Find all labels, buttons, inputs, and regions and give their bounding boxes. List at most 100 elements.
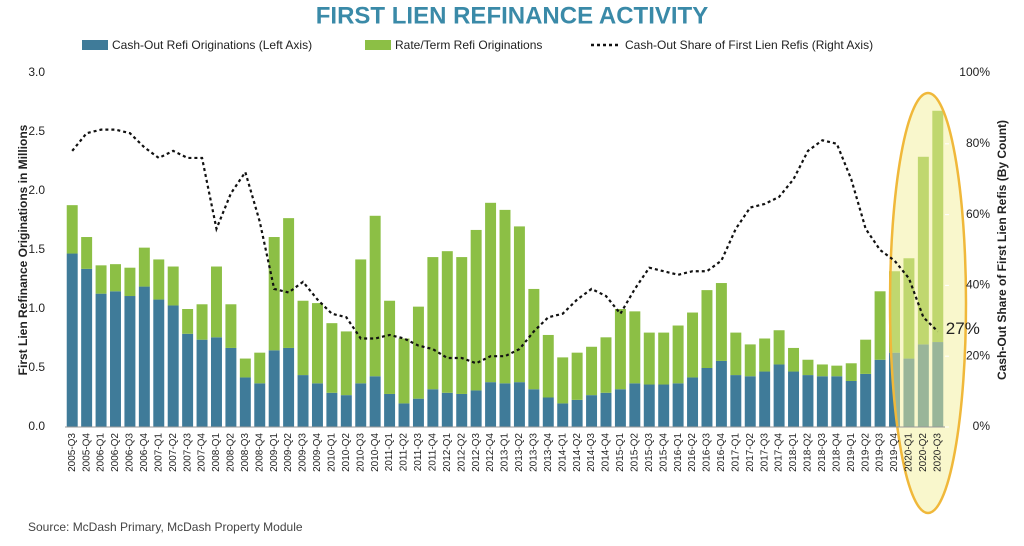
bar-segment [528,389,540,427]
bar-segment [311,303,323,384]
bar-segment [427,389,439,427]
y2-tick-label: 60% [966,207,990,221]
bar-segment [326,392,338,427]
chart-title: FIRST LIEN REFINANCE ACTIVITY [316,2,708,29]
x-tick-label: 2008-Q1 [211,433,222,472]
bar-segment [629,383,641,427]
x-tick-label: 2017-Q3 [759,433,770,472]
bar-segment [860,339,872,374]
y2-tick-label: 80% [966,136,990,150]
bar-segment [283,347,295,427]
bar-segment [629,311,641,384]
x-tick-label: 2017-Q4 [774,433,785,472]
bar-segment [412,306,424,399]
x-tick-label: 2017-Q1 [730,433,741,472]
bar-segment [557,357,569,404]
y-tick-label: 1.5 [28,242,45,256]
bar-segment [816,364,828,377]
bar-segment [586,395,598,427]
bar-segment [687,312,699,378]
x-tick-label: 2014-Q4 [601,433,612,472]
bar-segment [456,257,468,394]
bar-segment [225,347,237,427]
bar-segment [297,300,309,376]
bar-segment [254,352,266,384]
bar-segment [542,397,554,427]
legend-label: Cash-Out Share of First Lien Refis (Righ… [625,38,873,52]
bar-segment [600,337,612,393]
bar-segment [845,380,857,427]
x-tick-label: 2015-Q2 [629,433,640,472]
x-tick-label: 2012-Q4 [485,433,496,472]
x-tick-label: 2009-Q2 [283,433,294,472]
x-tick-label: 2010-Q4 [370,433,381,472]
bar-segment [153,299,165,427]
bar-segment [239,377,251,427]
x-tick-label: 2007-Q4 [197,433,208,472]
bar-segment [210,337,222,427]
bar-segment [658,332,670,385]
bar-segment [182,309,194,334]
bar-segment [672,383,684,427]
bar-segment [773,330,785,365]
bar-segment [542,334,554,398]
bar-segment [225,304,237,348]
bar-segment [210,266,222,338]
y-tick-label: 3.0 [28,65,45,79]
x-tick-label: 2007-Q2 [168,433,179,472]
y-axis-label: First Lien Refinance Originations in Mil… [16,124,30,375]
bar-segment [110,264,121,292]
bar-segment [802,359,814,376]
bar-segment [860,373,872,427]
bar-segment [412,398,424,427]
bar-segment [715,360,727,427]
bar-segment [369,215,381,377]
x-tick-label: 2013-Q3 [528,433,539,472]
share-line [71,128,939,365]
x-tick-label: 2020-Q3 [932,433,943,472]
y-tick-label: 2.5 [28,124,45,138]
x-tick-label: 2018-Q2 [803,433,814,472]
bar-segment [643,332,655,385]
bar-segment [182,333,194,427]
bar-segment [730,332,742,376]
bar-segment [167,305,179,427]
x-tick-label: 2006-Q3 [125,433,136,472]
bar-segment [66,253,78,427]
bar-segment [268,237,280,351]
x-tick-label: 2009-Q4 [312,433,323,472]
bar-segment [571,352,583,400]
bar-segment [744,376,756,427]
x-tick-label: 2012-Q1 [442,433,453,472]
x-tick-label: 2015-Q3 [644,433,655,472]
x-tick-label: 2013-Q4 [543,433,554,472]
x-tick-label: 2009-Q1 [269,433,280,472]
bar-segment [95,293,107,427]
bar-segment [340,395,352,427]
bar-segment [81,268,93,427]
bar-segment [441,251,453,393]
bar-segment [66,205,78,254]
bar-segment [196,304,208,340]
bar-segment [831,365,843,377]
bar-segment [326,323,338,393]
legend-swatch [82,40,108,50]
bar-segment [167,266,179,306]
x-tick-label: 2010-Q3 [355,433,366,472]
bar-segment [340,331,352,396]
legend-label: Rate/Term Refi Originations [395,38,542,52]
x-tick-label: 2019-Q2 [860,433,871,472]
x-tick-label: 2007-Q3 [182,433,193,472]
bar-segment [499,383,511,427]
bar-segment [845,363,857,381]
bar-segment [701,368,713,427]
x-tick-label: 2015-Q1 [615,433,626,472]
bar-segment [398,403,410,427]
bar-segment [427,257,439,390]
x-tick-label: 2005-Q3 [67,433,78,472]
bar-segment [658,384,670,427]
x-tick-label: 2016-Q1 [673,433,684,472]
bar-segment [124,296,136,427]
bar-segment [816,376,828,427]
bar-segment [196,339,208,427]
